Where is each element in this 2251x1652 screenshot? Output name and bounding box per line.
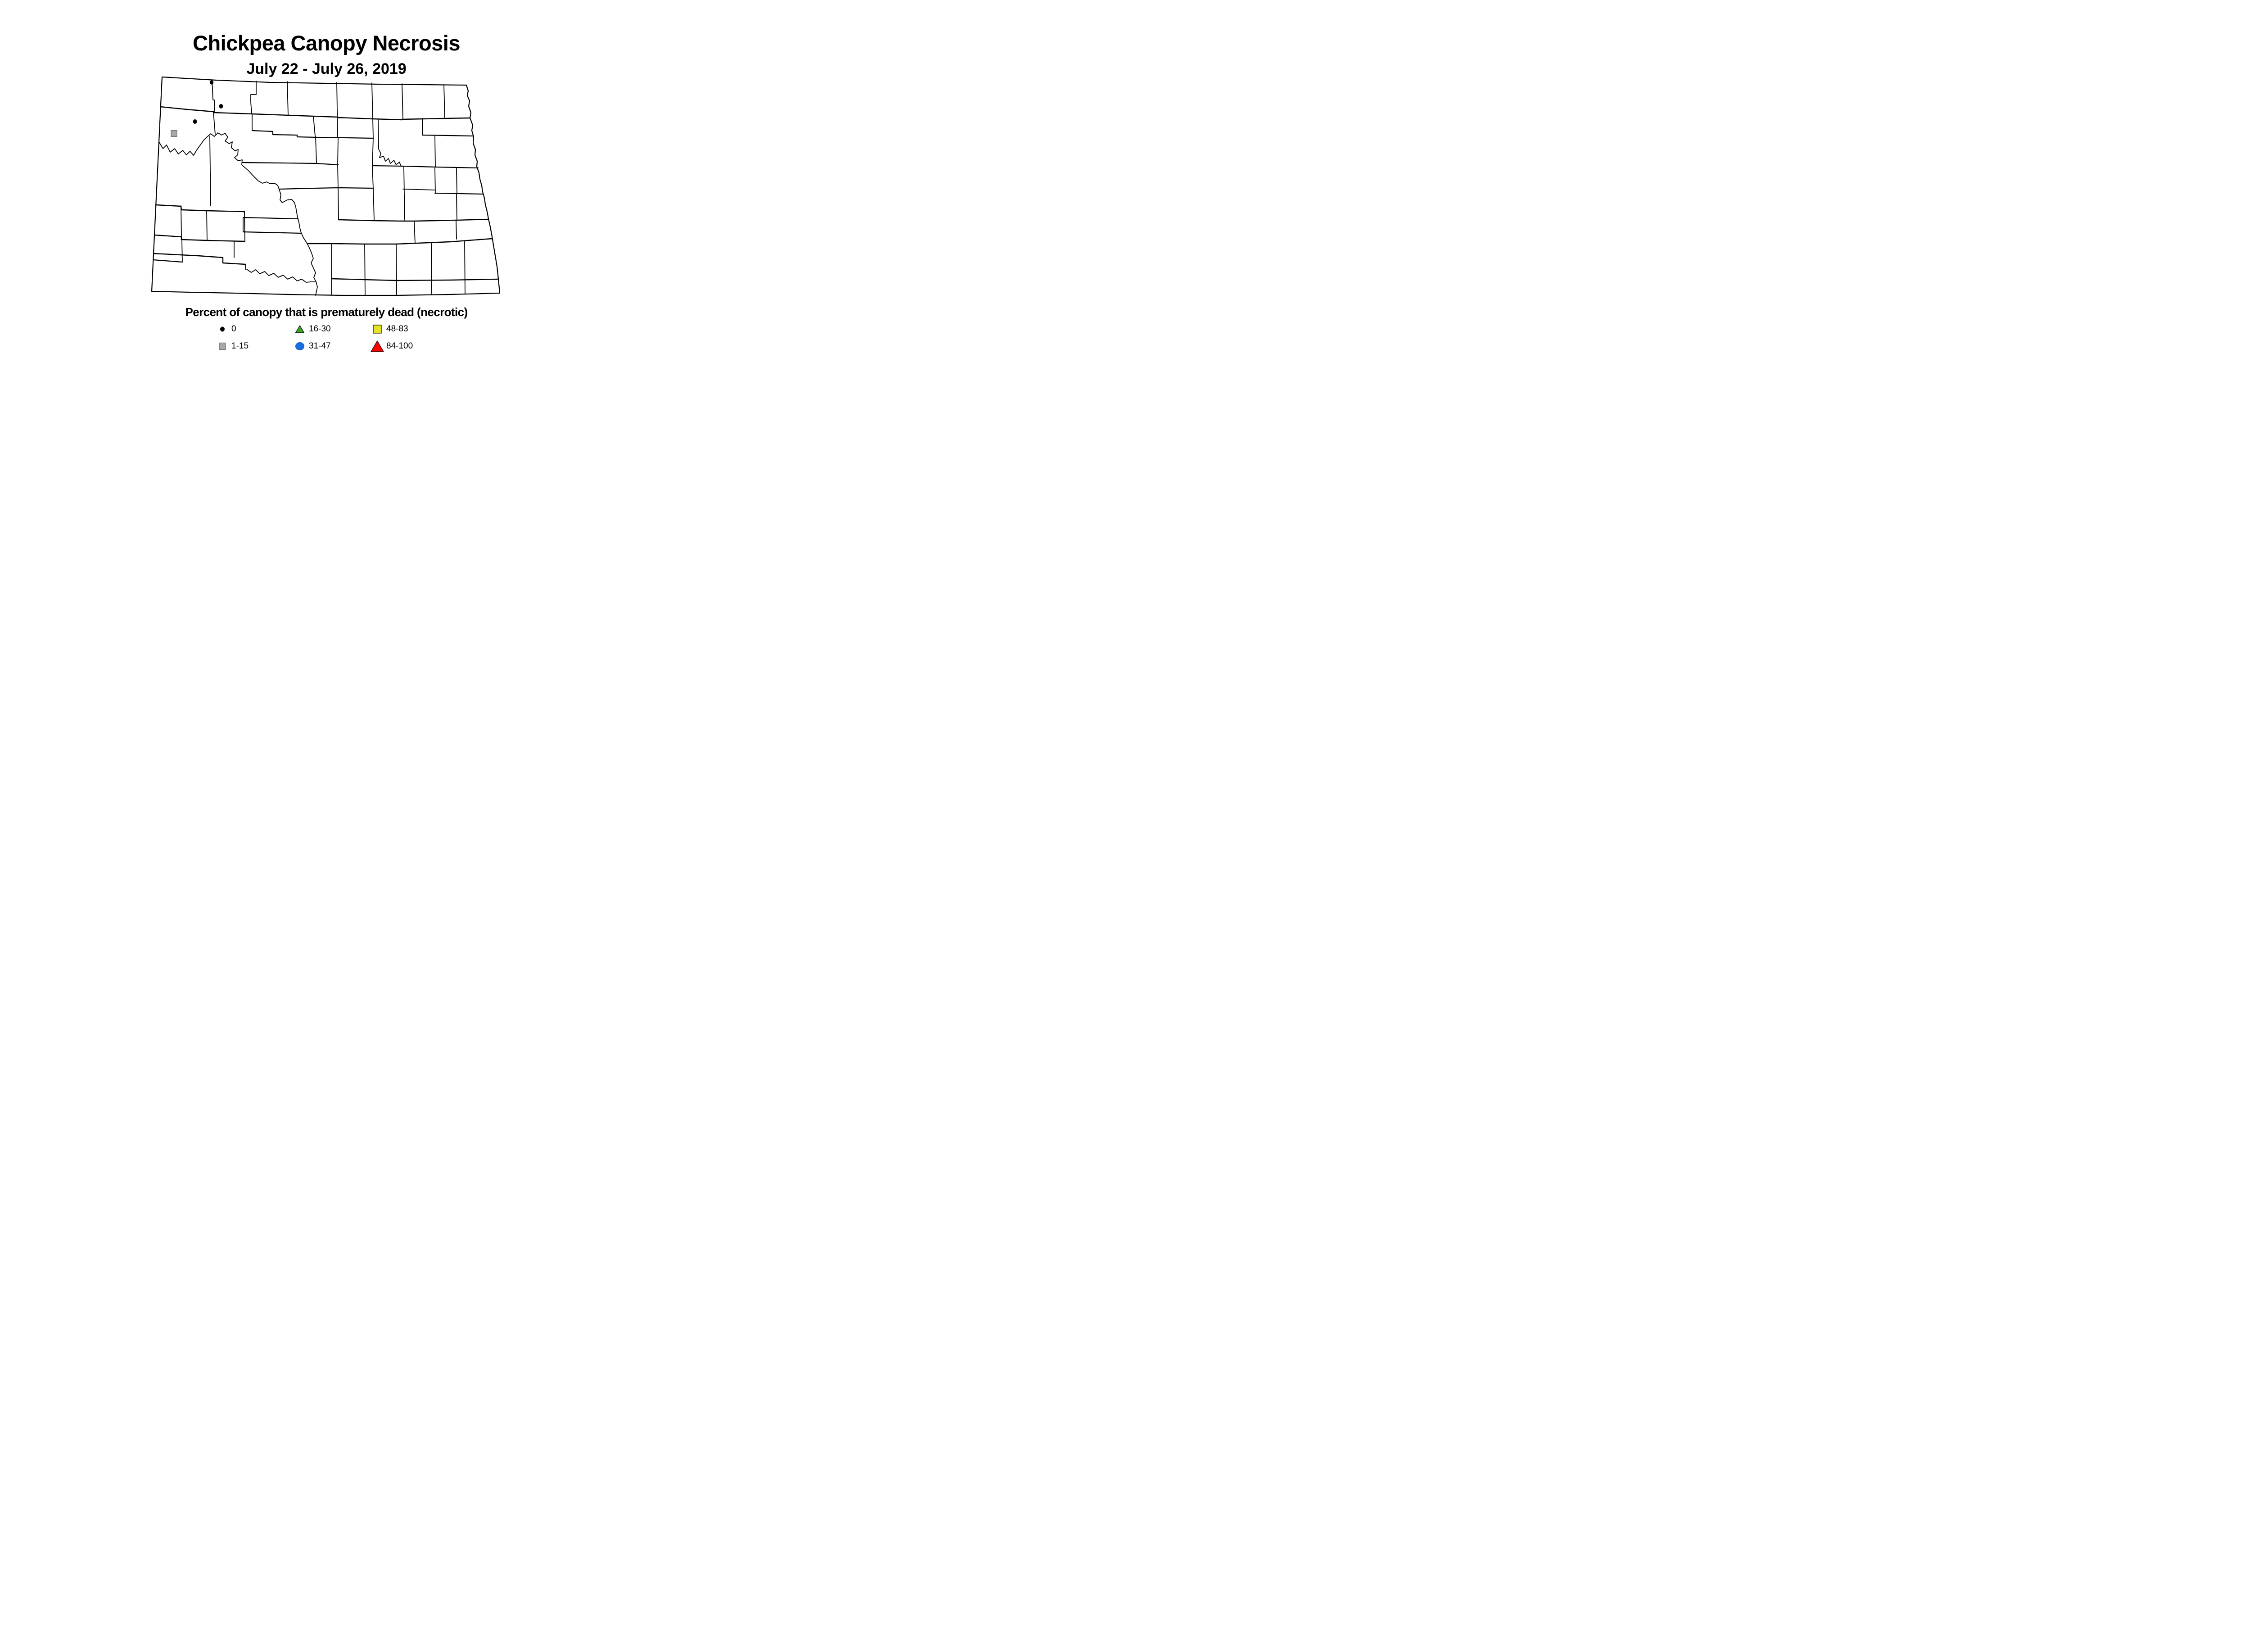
legend-item-label: 1-15 (231, 341, 249, 351)
legend-blue-circle-icon (295, 342, 304, 350)
legend-item-label: 0 (231, 324, 236, 334)
legend-item-31-47: 31-47 (293, 340, 331, 353)
legend-title: Percent of canopy that is prematurely de… (185, 305, 468, 319)
legend-red-triangle-icon (371, 340, 384, 352)
legend-item-84-100: 84-100 (370, 340, 413, 353)
legend-dot-icon (220, 326, 225, 332)
legend-item-0: 0 (215, 323, 236, 335)
county-boundaries (152, 79, 499, 296)
legend-item-16-30: 16-30 (293, 323, 331, 335)
legend-item-label: 84-100 (386, 341, 413, 351)
north-dakota-county-map (151, 76, 501, 296)
legend-item-label: 16-30 (309, 324, 331, 334)
state-outline (151, 76, 501, 296)
page-subtitle: July 22 - July 26, 2019 (246, 60, 407, 77)
page-title: Chickpea Canopy Necrosis (193, 31, 461, 55)
map-data-markers (171, 80, 223, 137)
legend-item-label: 48-83 (386, 324, 408, 334)
legend-item-48-83: 48-83 (370, 323, 408, 335)
legend-yellow-square-icon (373, 325, 382, 334)
legend-green-triangle-icon (295, 325, 305, 333)
legend-item-1-15: 1-15 (215, 340, 249, 353)
page: Chickpea Canopy Necrosis July 22 - July … (0, 0, 705, 379)
missouri-river-boundary (158, 132, 318, 296)
legend-gray-square-icon (219, 342, 226, 350)
legend-item-label: 31-47 (309, 341, 331, 351)
